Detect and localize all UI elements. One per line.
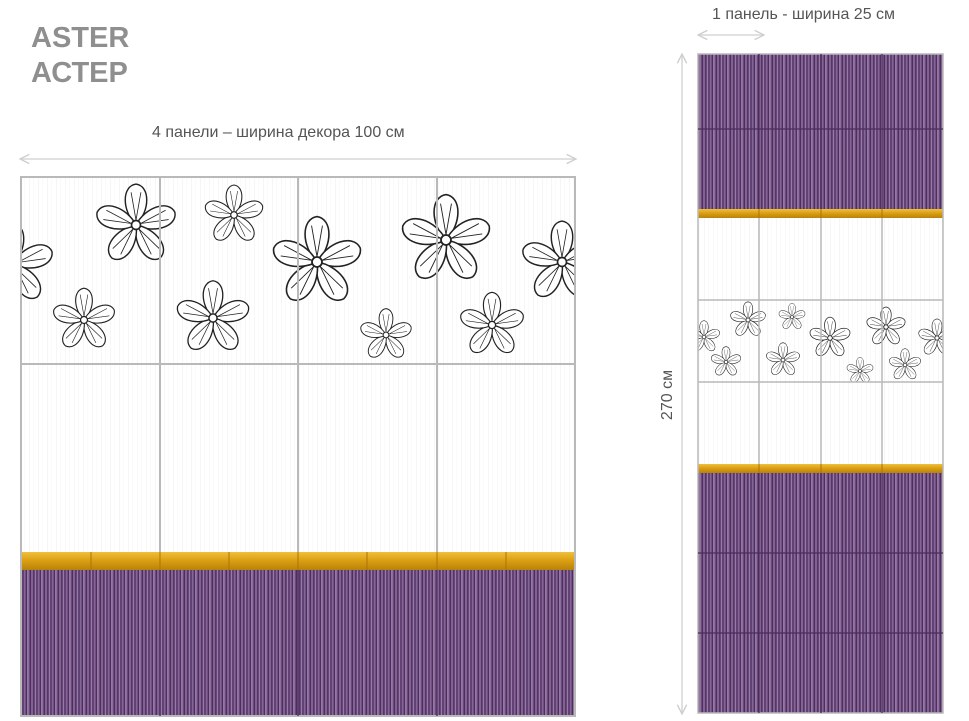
- title-cyrillic: АСТЕР: [31, 57, 128, 89]
- single-panel-layout: [697, 53, 944, 714]
- title-latin: ASTER: [31, 22, 130, 54]
- four-panel-layout: [20, 176, 576, 717]
- one-panel-width-label: 1 панель - ширина 25 см: [712, 6, 896, 23]
- four-panels-width-label: 4 панели – ширина декора 100 см: [152, 124, 405, 141]
